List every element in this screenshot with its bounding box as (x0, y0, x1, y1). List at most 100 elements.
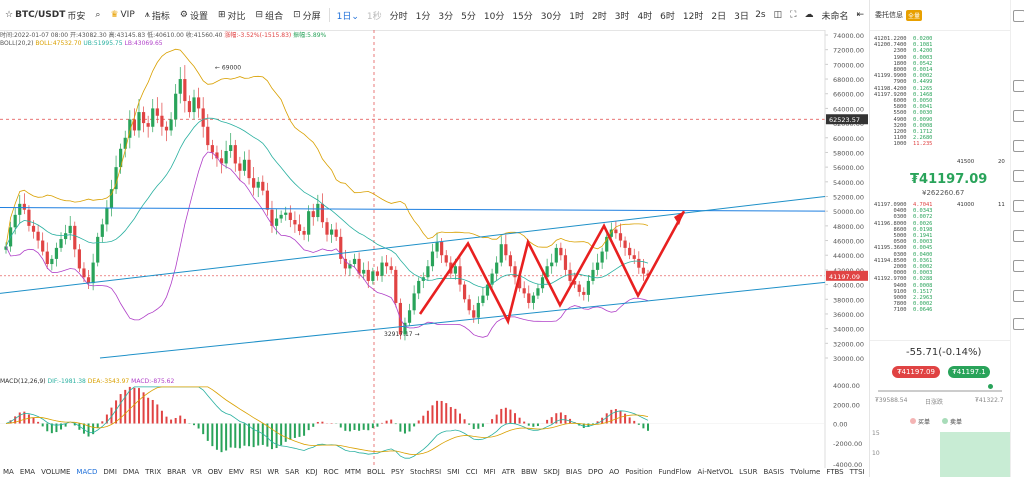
ob-row[interactable]: 9100 0.1517 (874, 289, 932, 295)
indicator-wr[interactable]: WR (267, 468, 280, 476)
symbol-selector[interactable]: ☆ BTC/USDT 币安 (0, 9, 90, 22)
profile-icon[interactable] (1013, 318, 1024, 330)
ob-row[interactable]: 0000 0.0003 (874, 270, 932, 276)
ob-row[interactable]: 9400 0.0008 (874, 283, 932, 289)
indicator-emv[interactable]: EMV (228, 468, 244, 476)
ob-row[interactable]: 41195.3600 0.0045 (874, 245, 932, 251)
indicator-cci[interactable]: CCI (465, 468, 478, 476)
timeframe-8[interactable]: 1时 (569, 11, 584, 22)
ob-row[interactable]: 0300 0.0072 (874, 214, 932, 220)
ob-row[interactable]: 41196.8000 0.0026 (874, 221, 932, 227)
indicator-rsi[interactable]: RSI (249, 468, 262, 476)
indicator-dma[interactable]: DMA (122, 468, 140, 476)
cloud-icon[interactable]: ☁ (804, 10, 814, 20)
speed-label[interactable]: 2s (755, 10, 766, 20)
indicator-ftbs[interactable]: FTBS (826, 468, 844, 476)
split-button[interactable]: ⊡ 分屏 (288, 9, 326, 22)
sell-price-button[interactable]: ₮41197.1 (948, 366, 990, 378)
indicators-button[interactable]: ⩚ 指标 (140, 9, 175, 22)
ob-row[interactable]: 8000 0.0014 (874, 67, 932, 73)
search-button[interactable]: ⌕ (90, 10, 105, 20)
ob-row[interactable]: 1800 0.0542 (874, 61, 932, 67)
indicator-psy[interactable]: PSY (391, 468, 404, 476)
candlestick-chart[interactable]: 74000.00 72000.00 70000.00 68000.00 66000.00… (0, 30, 868, 468)
indicator-bbw[interactable]: BBW (521, 468, 538, 476)
ob-row[interactable]: 41197.0900 4.7041 (874, 202, 932, 208)
ob-row[interactable]: 2000 0.0002 (874, 264, 932, 270)
indicator-ttsi[interactable]: TTSI (849, 468, 865, 476)
watchlist-icon[interactable] (1013, 10, 1024, 22)
ob-row[interactable]: 41192.9700 0.0288 (874, 276, 932, 282)
timeframe-11[interactable]: 4时 (637, 11, 653, 22)
camera-icon[interactable]: ◫ (773, 10, 783, 20)
ob-row[interactable]: 1100 2.2680 (874, 135, 932, 141)
indicator-brar[interactable]: BRAR (167, 468, 187, 476)
ob-row[interactable]: 0400 0.0343 (874, 208, 932, 214)
range-slider[interactable] (878, 390, 1002, 392)
ob-row[interactable]: 41194.8500 0.0361 (874, 258, 932, 264)
help-icon[interactable] (1013, 260, 1024, 272)
vip-button[interactable]: ♛ VIP (105, 10, 139, 20)
alert-icon[interactable] (1013, 110, 1024, 122)
timeframe-15[interactable]: 3日 (734, 11, 749, 22)
ob-row[interactable]: 41200.7400 0.1081 (874, 42, 932, 48)
indicator-lsur[interactable]: LSUR (739, 468, 758, 476)
ob-row[interactable]: 5800 0.0041 (874, 104, 932, 110)
indicator-mtm[interactable]: MTM (344, 468, 362, 476)
fullscreen-icon[interactable]: ⛶ (790, 10, 797, 20)
ob-row[interactable]: 7800 0.0002 (874, 301, 932, 307)
indicator-trix[interactable]: TRIX (145, 468, 162, 476)
indicator-ai-netvol[interactable]: Ai-NetVOL (697, 468, 734, 476)
ob-row[interactable]: 41201.2200 0.0200 (874, 36, 932, 42)
timeframe-7[interactable]: 30分 (540, 11, 562, 22)
ob-row[interactable]: 3200 0.0008 (874, 123, 932, 129)
ob-row[interactable]: 6000 0.0050 (874, 98, 932, 104)
ob-row[interactable]: 4900 0.0090 (874, 117, 932, 123)
indicator-macd[interactable]: MACD (76, 468, 98, 476)
ob-row[interactable]: 9000 2.2963 (874, 295, 932, 301)
range-handle[interactable] (988, 384, 993, 389)
ob-row[interactable]: 7100 0.0646 (874, 307, 932, 313)
indicator-boll[interactable]: BOLL (367, 468, 386, 476)
timeframe-5[interactable]: 10分 (483, 11, 505, 22)
indicator-kdj[interactable]: KDJ (305, 468, 318, 476)
indicator-basis[interactable]: BASIS (763, 468, 785, 476)
indicator-vr[interactable]: VR (192, 468, 202, 476)
timeframe-13[interactable]: 12时 (682, 11, 704, 22)
indicator-ema[interactable]: EMA (19, 468, 36, 476)
ob-row[interactable]: 1200 0.1712 (874, 129, 932, 135)
data-icon[interactable] (1013, 200, 1024, 212)
timeframe-1[interactable]: 分时 (389, 11, 408, 22)
user-label[interactable]: 未命名 (821, 11, 849, 22)
indicator-ao[interactable]: AO (609, 468, 620, 476)
fold-icon[interactable]: ⇤ (856, 10, 864, 20)
ob-row[interactable]: 5000 0.1941 (874, 233, 932, 239)
ob-row[interactable]: 41198.4200 0.1265 (874, 86, 932, 92)
ob-row[interactable]: 8600 0.0198 (874, 227, 932, 233)
ob-row[interactable]: 1000 11.235 (874, 141, 932, 147)
indicator-dpo[interactable]: DPO (587, 468, 604, 476)
orderbook-badge[interactable]: 全量 (906, 9, 923, 21)
calendar-icon[interactable] (1013, 140, 1024, 152)
indicator-sar[interactable]: SAR (285, 468, 300, 476)
indicator-mfi[interactable]: MFI (483, 468, 496, 476)
indicator-smi[interactable]: SMI (447, 468, 460, 476)
ob-row[interactable]: 1900 0.0003 (874, 55, 932, 61)
timeframe-0[interactable]: 1秒 (366, 11, 382, 22)
timeframe-6[interactable]: 15分 (512, 11, 533, 22)
indicator-tvolume[interactable]: TVolume (790, 468, 821, 476)
settings-button[interactable]: ⚙ 设置 (175, 9, 213, 22)
timeframe-4[interactable]: 5分 (461, 11, 476, 22)
ob-row[interactable]: 41197.9200 0.1468 (874, 92, 932, 98)
timeframe-12[interactable]: 6时 (660, 11, 675, 22)
indicator-atr[interactable]: ATR (501, 468, 516, 476)
indicator-position[interactable]: Position (625, 468, 653, 476)
indicator-volume[interactable]: VOLUME (41, 468, 71, 476)
combine-button[interactable]: ⊟ 组合 (251, 9, 289, 22)
indicator-roc[interactable]: ROC (323, 468, 339, 476)
ob-row[interactable]: 5500 0.0030 (874, 110, 932, 116)
timeframe-2[interactable]: 1分 (415, 11, 431, 22)
indicator-stochrsi[interactable]: StochRSI (410, 468, 442, 476)
indicator-skdj[interactable]: SKDJ (543, 468, 560, 476)
timeframe-3[interactable]: 3分 (438, 11, 454, 22)
